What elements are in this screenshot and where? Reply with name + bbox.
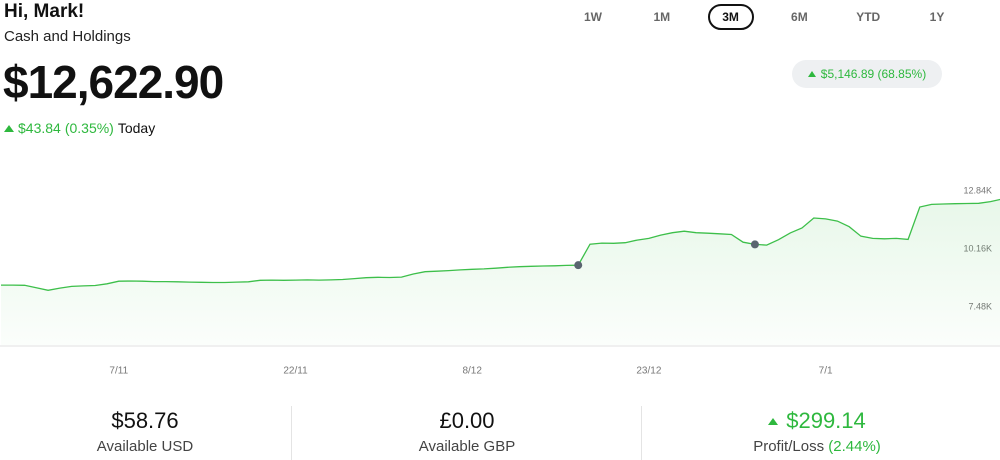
usd-value: $58.76 xyxy=(111,408,179,433)
pnl-row: $299.14 xyxy=(672,408,962,434)
point-marker xyxy=(574,261,583,270)
balance: $12,622.90 xyxy=(3,56,224,108)
timeframe-button[interactable]: YTD xyxy=(845,4,891,30)
timeframe-button[interactable]: 1Y xyxy=(914,4,960,30)
timeframe-selector: 1W 1M 3M 6M YTD 1Y xyxy=(570,4,960,30)
x-tick-label: 7/1 xyxy=(819,366,833,377)
daily-change: $43.84 (0.35%) Today xyxy=(4,120,155,136)
gbp-stat: £0.00 Available GBP xyxy=(322,408,612,455)
period: Today xyxy=(117,120,156,136)
line xyxy=(1,198,1000,291)
period-change-badge: $5,146.89 (68.85%) xyxy=(792,60,942,88)
x-tick-label: 7/11 xyxy=(109,366,128,377)
separator xyxy=(291,406,292,460)
up-arrow xyxy=(807,71,816,77)
point-marker xyxy=(750,240,759,249)
up-arrow xyxy=(768,417,779,425)
x-tick-label: 23/12 xyxy=(636,366,661,377)
pnl-percent: (2.44%) xyxy=(828,438,881,455)
area xyxy=(1,199,1000,345)
x-tick-label: 22/11 xyxy=(283,366,308,377)
usd-label: Available USD xyxy=(96,438,194,455)
gbp-label: Available GBP xyxy=(418,438,516,455)
greeting: Hi, Mark! xyxy=(4,1,85,22)
usd-stat: $58.76 Available USD xyxy=(0,408,290,455)
x-tick-label: 8/12 xyxy=(462,366,482,377)
timeframe-button[interactable]: 1W xyxy=(570,4,616,30)
timeframe-button[interactable]: 3M xyxy=(707,4,754,30)
pnl-stat: $299.14 Profit/Loss (2.44%) xyxy=(672,408,962,455)
gbp-value: £0.00 xyxy=(439,408,495,433)
separator xyxy=(641,406,642,460)
pnl-label-row: Profit/Loss (2.44%) xyxy=(672,438,962,455)
y-tick-label: 12.84K xyxy=(963,185,992,195)
pnl-value: $299.14 xyxy=(786,408,866,433)
up-arrow xyxy=(4,124,14,132)
pnl-label: Profit/Loss xyxy=(753,438,825,455)
timeframe-button[interactable]: 1M xyxy=(639,4,685,30)
period-change: $5,146.89 (68.85%) xyxy=(820,67,927,81)
change-amount: $43.84 xyxy=(18,120,61,136)
timeframe-button[interactable]: 6M xyxy=(776,4,822,30)
change-percent: (0.35%) xyxy=(64,120,114,136)
subtitle: Cash and Holdings xyxy=(4,28,131,45)
